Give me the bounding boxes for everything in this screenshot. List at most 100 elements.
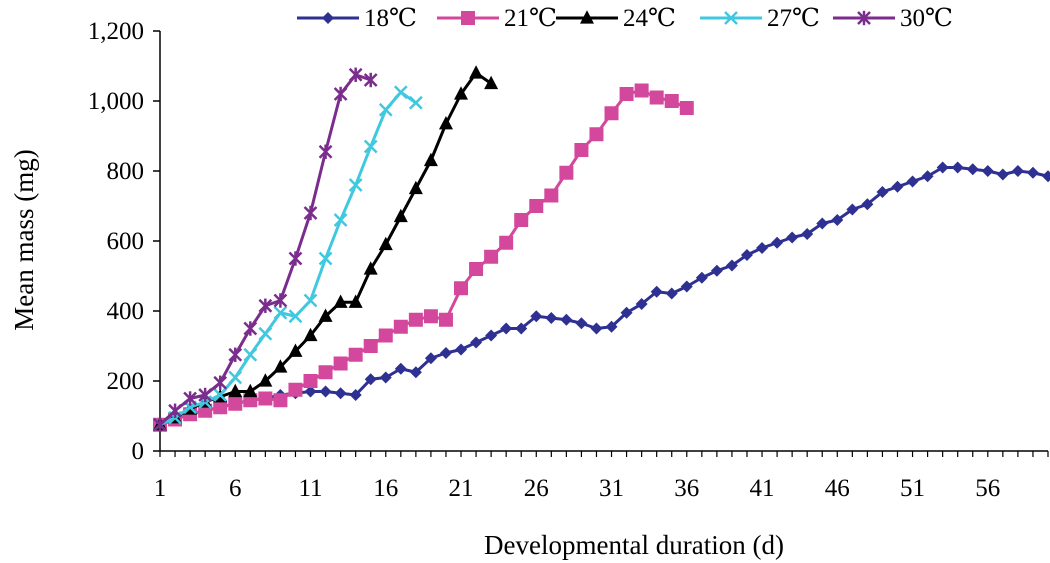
data-point <box>936 161 949 174</box>
x-axis-title: Developmental duration (d) <box>484 530 784 560</box>
y-tick-label: 1,200 <box>88 18 144 45</box>
y-axis-title: Mean mass (mg) <box>9 149 39 330</box>
data-point <box>318 308 333 322</box>
data-point <box>665 287 678 300</box>
x-tick-label: 26 <box>524 475 549 502</box>
data-point <box>333 356 348 371</box>
legend-item-3: 27℃ <box>700 5 820 32</box>
data-point <box>258 391 273 406</box>
data-point <box>363 72 378 88</box>
data-point <box>680 280 693 293</box>
x-tick-label: 1 <box>154 475 167 502</box>
legend-item-2: 24℃ <box>556 5 676 32</box>
data-point <box>348 178 363 192</box>
data-point <box>679 101 694 115</box>
marker-stroke <box>408 95 423 110</box>
data-point <box>756 242 769 254</box>
legend-marker <box>724 11 738 25</box>
x-tick-label: 21 <box>449 475 474 502</box>
legend-label: 30℃ <box>900 5 953 32</box>
data-point <box>740 249 753 261</box>
data-point <box>470 336 483 349</box>
data-point <box>816 217 829 230</box>
legend-item-4: 30℃ <box>833 5 953 32</box>
data-point <box>183 391 197 406</box>
data-point <box>273 393 288 408</box>
marker-stroke <box>393 85 408 100</box>
data-point <box>469 262 484 276</box>
data-point <box>408 95 423 110</box>
data-point <box>951 161 964 174</box>
data-point <box>273 359 288 373</box>
data-point <box>560 313 573 326</box>
x-tick-label: 46 <box>825 475 850 502</box>
y-tick-label: 200 <box>107 368 145 395</box>
data-point <box>786 231 799 244</box>
data-point <box>213 375 228 390</box>
data-point <box>378 236 393 251</box>
marker-stroke <box>303 293 318 308</box>
data-point <box>559 165 574 180</box>
data-point <box>604 106 619 121</box>
data-point <box>168 403 182 418</box>
x-tick-label: 51 <box>900 475 925 502</box>
data-point <box>408 312 423 327</box>
data-point <box>243 383 258 398</box>
data-point <box>831 214 844 226</box>
data-point <box>966 163 979 176</box>
data-point <box>228 347 243 362</box>
data-point <box>891 180 904 193</box>
data-point <box>319 385 332 398</box>
data-point <box>348 294 363 308</box>
data-point <box>846 203 859 216</box>
data-point <box>318 365 333 380</box>
data-point <box>1011 165 1024 177</box>
data-point <box>228 370 243 385</box>
data-point <box>228 383 243 398</box>
data-point <box>514 213 529 227</box>
data-point <box>303 327 318 342</box>
data-point <box>273 293 288 308</box>
data-point <box>650 285 663 298</box>
data-point <box>288 251 303 266</box>
data-point <box>530 310 543 323</box>
marker-stroke <box>378 102 393 117</box>
x-tick-label: 31 <box>599 475 624 502</box>
marker-stroke <box>213 388 228 402</box>
marker-stroke <box>228 370 243 385</box>
data-point <box>996 168 1009 181</box>
data-point <box>213 388 228 402</box>
data-point <box>409 366 422 379</box>
data-point <box>243 321 258 336</box>
data-point <box>649 90 664 105</box>
data-point <box>500 322 513 335</box>
data-point <box>288 382 303 397</box>
data-point <box>725 259 738 272</box>
data-point <box>378 102 393 117</box>
data-point <box>545 312 558 324</box>
data-point <box>619 87 634 101</box>
marker-stroke <box>318 251 333 266</box>
series-0 <box>154 161 1050 431</box>
data-point <box>198 387 213 403</box>
data-point <box>544 188 559 203</box>
data-point <box>423 152 438 167</box>
data-point <box>349 389 362 401</box>
data-point <box>439 347 452 359</box>
data-point <box>333 86 348 102</box>
data-point <box>258 373 273 387</box>
data-point <box>771 236 784 249</box>
data-point <box>454 86 469 100</box>
data-point <box>801 228 814 240</box>
data-point <box>695 271 708 284</box>
data-point <box>258 298 273 313</box>
data-point <box>455 343 468 356</box>
y-tick-label: 0 <box>132 438 145 465</box>
data-point <box>303 293 318 308</box>
series-line <box>158 73 372 426</box>
data-point <box>363 261 378 275</box>
data-point <box>153 417 167 432</box>
x-tick-label: 36 <box>674 475 699 502</box>
